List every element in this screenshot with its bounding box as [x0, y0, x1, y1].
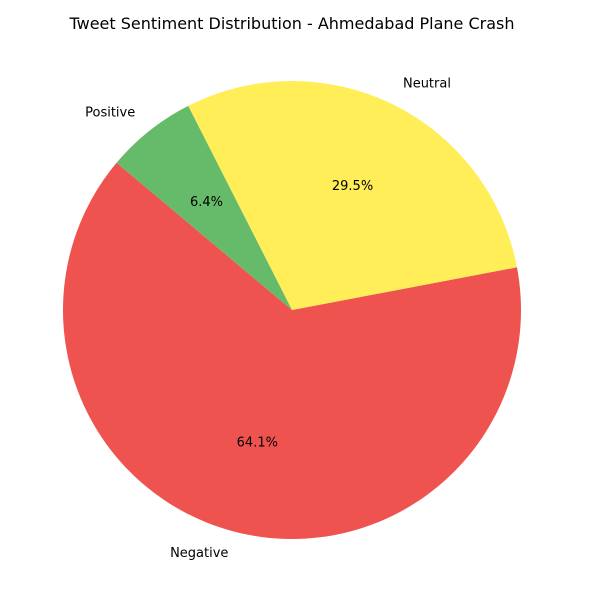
chart-title: Tweet Sentiment Distribution - Ahmedabad… — [68, 14, 514, 33]
pie-slice-negative — [63, 162, 521, 539]
pct-label-negative: 64.1% — [237, 435, 278, 450]
slice-label-neutral: Neutral — [403, 76, 451, 91]
pie-slices — [63, 81, 521, 539]
slice-label-negative: Negative — [170, 546, 228, 561]
pct-label-positive: 6.4% — [190, 195, 223, 210]
pie-slice-neutral — [188, 81, 517, 310]
pct-label-neutral: 29.5% — [332, 179, 373, 194]
slice-label-positive: Positive — [85, 105, 135, 120]
pie-slice-positive — [116, 105, 292, 310]
pie-labels: Negative 64.1% Neutral 29.5% Positive 6.4% — [85, 76, 451, 561]
